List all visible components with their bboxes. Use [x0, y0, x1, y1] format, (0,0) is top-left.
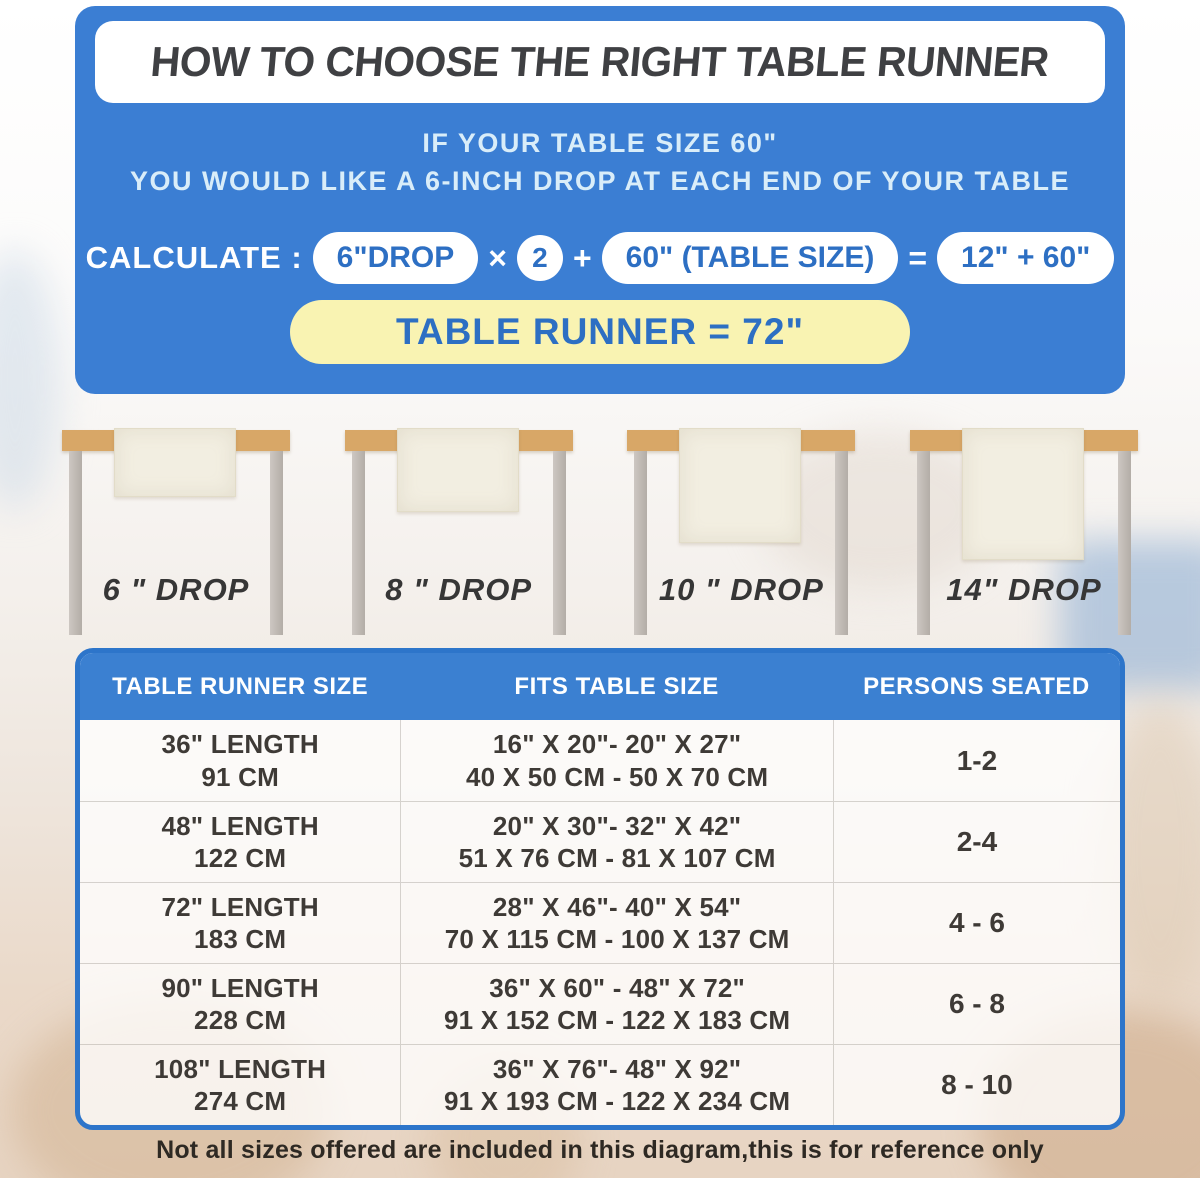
table-leg-left	[634, 451, 648, 635]
table-figure-6in: 6 " DROP	[62, 424, 290, 640]
runner-size-cell: 108" LENGTH 274 CM	[154, 1053, 327, 1117]
table-figure-10in: 10 " DROP	[627, 424, 856, 640]
header-fits-table-size: FITS TABLE SIZE	[514, 672, 719, 700]
table-leg-right	[1117, 451, 1131, 635]
result-pill: TABLE RUNNER = 72"	[290, 300, 910, 364]
multiply-sign: ×	[488, 239, 507, 276]
table-leg-right	[552, 451, 566, 635]
table-body: 36" LENGTH 91 CM 16" X 20"- 20" X 27" 40…	[80, 720, 1120, 1125]
table-figure-14in: 14" DROP	[909, 424, 1138, 640]
subtitle-line2: YOU WOULD LIKE A 6-INCH DROP AT EACH END…	[129, 166, 1071, 196]
runner-drape	[114, 428, 236, 497]
size-chart-table: TABLE RUNNER SIZE FITS TABLE SIZE PERSON…	[75, 648, 1125, 1130]
sum-pill: 12" + 60"	[937, 232, 1115, 284]
drop-label: 14" DROP	[946, 572, 1102, 607]
table-header-row: TABLE RUNNER SIZE FITS TABLE SIZE PERSON…	[80, 653, 1120, 720]
plus-sign: +	[572, 239, 592, 276]
header-runner-size: TABLE RUNNER SIZE	[112, 672, 369, 700]
persons-cell: 8 - 10	[832, 1045, 1120, 1125]
title-box: HOW TO CHOOSE THE RIGHT TABLE RUNNER	[95, 21, 1105, 103]
runner-size-cell: 72" LENGTH 183 CM	[161, 891, 319, 955]
fits-size-cell: 36" X 76"- 48" X 92" 91 X 193 CM - 122 X…	[400, 1045, 833, 1125]
table-leg-left	[916, 451, 930, 635]
instruction-panel: HOW TO CHOOSE THE RIGHT TABLE RUNNER IF …	[75, 6, 1125, 394]
persons-cell: 6 - 8	[832, 964, 1120, 1044]
table-row: 48" LENGTH 122 CM 20" X 30"- 32" X 42" 5…	[80, 801, 1120, 882]
table-leg-right	[835, 451, 849, 635]
runner-size-cell: 90" LENGTH 228 CM	[161, 972, 319, 1036]
persons-cell: 2-4	[832, 802, 1120, 882]
drop-label: 10 " DROP	[658, 572, 824, 607]
table-figure-8in: 8 " DROP	[344, 424, 573, 640]
persons-cell: 4 - 6	[832, 883, 1120, 963]
runner-size-cell: 36" LENGTH 91 CM	[161, 729, 319, 792]
calculation-row: CALCULATE : 6"DROP × 2 + 60" (TABLE SIZE…	[75, 232, 1125, 284]
drop-illustrations: 6 " DROP 8 " DROP 10 " DROP 14" DROP	[62, 424, 1138, 640]
background-blur-shape	[0, 250, 60, 510]
table-row: 108" LENGTH 274 CM 36" X 76"- 48" X 92" …	[80, 1044, 1120, 1125]
runner-drape	[679, 428, 802, 543]
table-row: 90" LENGTH 228 CM 36" X 60" - 48" X 72" …	[80, 963, 1120, 1044]
runner-drape	[961, 428, 1084, 560]
page-title: HOW TO CHOOSE THE RIGHT TABLE RUNNER	[149, 38, 1051, 85]
calculate-label: CALCULATE :	[85, 240, 303, 275]
table-leg-left	[69, 451, 82, 635]
persons-cell: 1-2	[832, 720, 1120, 801]
fits-size-cell: 28" X 46"- 40" X 54" 70 X 115 CM - 100 X…	[400, 883, 833, 963]
runner-drape	[396, 428, 519, 512]
fits-size-cell: 16" X 20"- 20" X 27" 40 X 50 CM - 50 X 7…	[400, 720, 833, 801]
drop-label: 8 " DROP	[385, 572, 533, 607]
table-size-pill: 60" (TABLE SIZE)	[601, 232, 899, 284]
multiplier-circle: 2	[516, 235, 563, 281]
table-row: 36" LENGTH 91 CM 16" X 20"- 20" X 27" 40…	[80, 720, 1120, 801]
table-leg-right	[270, 451, 283, 635]
fits-size-cell: 36" X 60" - 48" X 72" 91 X 152 CM - 122 …	[400, 964, 833, 1044]
footer-disclaimer: Not all sizes offered are included in th…	[156, 1136, 1044, 1164]
drop-value-pill: 6"DROP	[312, 232, 479, 284]
drop-label: 6 " DROP	[102, 572, 250, 607]
runner-size-cell: 48" LENGTH 122 CM	[161, 810, 319, 874]
header-persons-seated: PERSONS SEATED	[863, 672, 1090, 700]
table-leg-left	[351, 451, 365, 635]
subtitle-line1: IF YOUR TABLE SIZE 60"	[422, 128, 778, 158]
equals-sign: =	[908, 239, 928, 276]
table-row: 72" LENGTH 183 CM 28" X 46"- 40" X 54" 7…	[80, 882, 1120, 963]
fits-size-cell: 20" X 30"- 32" X 42" 51 X 76 CM - 81 X 1…	[400, 802, 833, 882]
